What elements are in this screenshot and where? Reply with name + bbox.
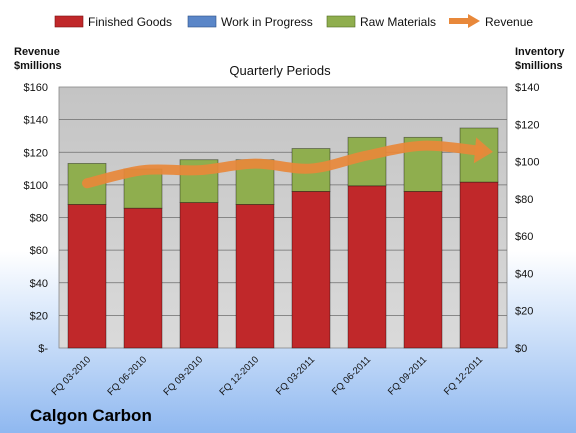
x-tick-label: FQ 03-2010 xyxy=(49,354,93,398)
left-tick-label: $20 xyxy=(30,310,48,322)
revenue-line xyxy=(82,140,484,189)
x-tick-label: FQ 12-2010 xyxy=(217,354,261,398)
bars xyxy=(67,127,499,349)
right-tick-label: $20 xyxy=(515,306,533,318)
bar-finished-goods xyxy=(459,181,499,349)
right-tick-label: $100 xyxy=(515,157,539,169)
left-tick-label: $40 xyxy=(30,278,48,290)
right-tick-label: $140 xyxy=(515,82,539,94)
legend-swatch-work-in-progress xyxy=(187,15,217,28)
bar-finished-goods xyxy=(67,204,107,349)
right-tick-label: $80 xyxy=(515,194,533,206)
legend-label-raw-materials: Raw Materials xyxy=(360,15,436,29)
x-tick-label: FQ 03-2011 xyxy=(274,354,317,397)
left-tick-label: $120 xyxy=(24,147,48,159)
bar-finished-goods xyxy=(179,202,219,349)
company-name: Calgon Carbon xyxy=(30,406,152,425)
left-tick-label: $60 xyxy=(30,245,48,257)
left-axis-title-line2: $millions xyxy=(14,60,62,72)
legend-label-revenue: Revenue xyxy=(485,15,533,29)
right-axis: $0 $20 $40 $60 $80 $100 $120 $140 xyxy=(515,82,539,355)
right-tick-label: $60 xyxy=(515,231,533,243)
x-axis: FQ 03-2010 FQ 06-2010 FQ 09-2010 FQ 12-2010… xyxy=(49,354,485,398)
right-axis-title-line1: Inventory xyxy=(515,46,565,58)
right-tick-label: $40 xyxy=(515,268,533,280)
legend-label-finished-goods: Finished Goods xyxy=(88,15,172,29)
x-tick-label: FQ 09-2011 xyxy=(386,354,429,397)
right-tick-label: $120 xyxy=(515,119,539,131)
bar-finished-goods xyxy=(403,190,443,349)
x-tick-label: FQ 12-2011 xyxy=(442,354,485,397)
left-axis: $- $20 $40 $60 $80 $100 $120 $140 $160 xyxy=(24,82,49,355)
bar-finished-goods xyxy=(347,185,387,349)
x-tick-label: FQ 06-2010 xyxy=(105,354,149,398)
legend-label-work-in-progress: Work in Progress xyxy=(221,15,313,29)
revenue-arrowhead xyxy=(473,137,493,164)
left-tick-label: $80 xyxy=(30,213,48,225)
bar-finished-goods xyxy=(123,207,163,349)
legend-swatch-finished-goods xyxy=(54,15,84,28)
left-tick-label: $- xyxy=(38,343,48,355)
revenue-series xyxy=(82,137,493,189)
x-tick-label: FQ 06-2011 xyxy=(330,354,373,397)
legend-swatch-revenue xyxy=(449,14,480,28)
bar-finished-goods xyxy=(291,190,331,349)
left-axis-title-line1: Revenue xyxy=(14,46,60,58)
legend: Finished Goods Work in Progress Raw Mate… xyxy=(54,14,533,29)
left-tick-label: $100 xyxy=(24,180,48,192)
right-tick-label: $0 xyxy=(515,343,527,355)
bar-finished-goods xyxy=(235,204,275,349)
legend-swatch-raw-materials xyxy=(326,15,356,28)
x-tick-label: FQ 09-2010 xyxy=(161,354,205,398)
right-axis-title-line2: $millions xyxy=(515,60,563,72)
plot-title: Quarterly Periods xyxy=(229,63,331,78)
left-tick-label: $140 xyxy=(24,115,48,127)
left-tick-label: $160 xyxy=(24,82,48,94)
